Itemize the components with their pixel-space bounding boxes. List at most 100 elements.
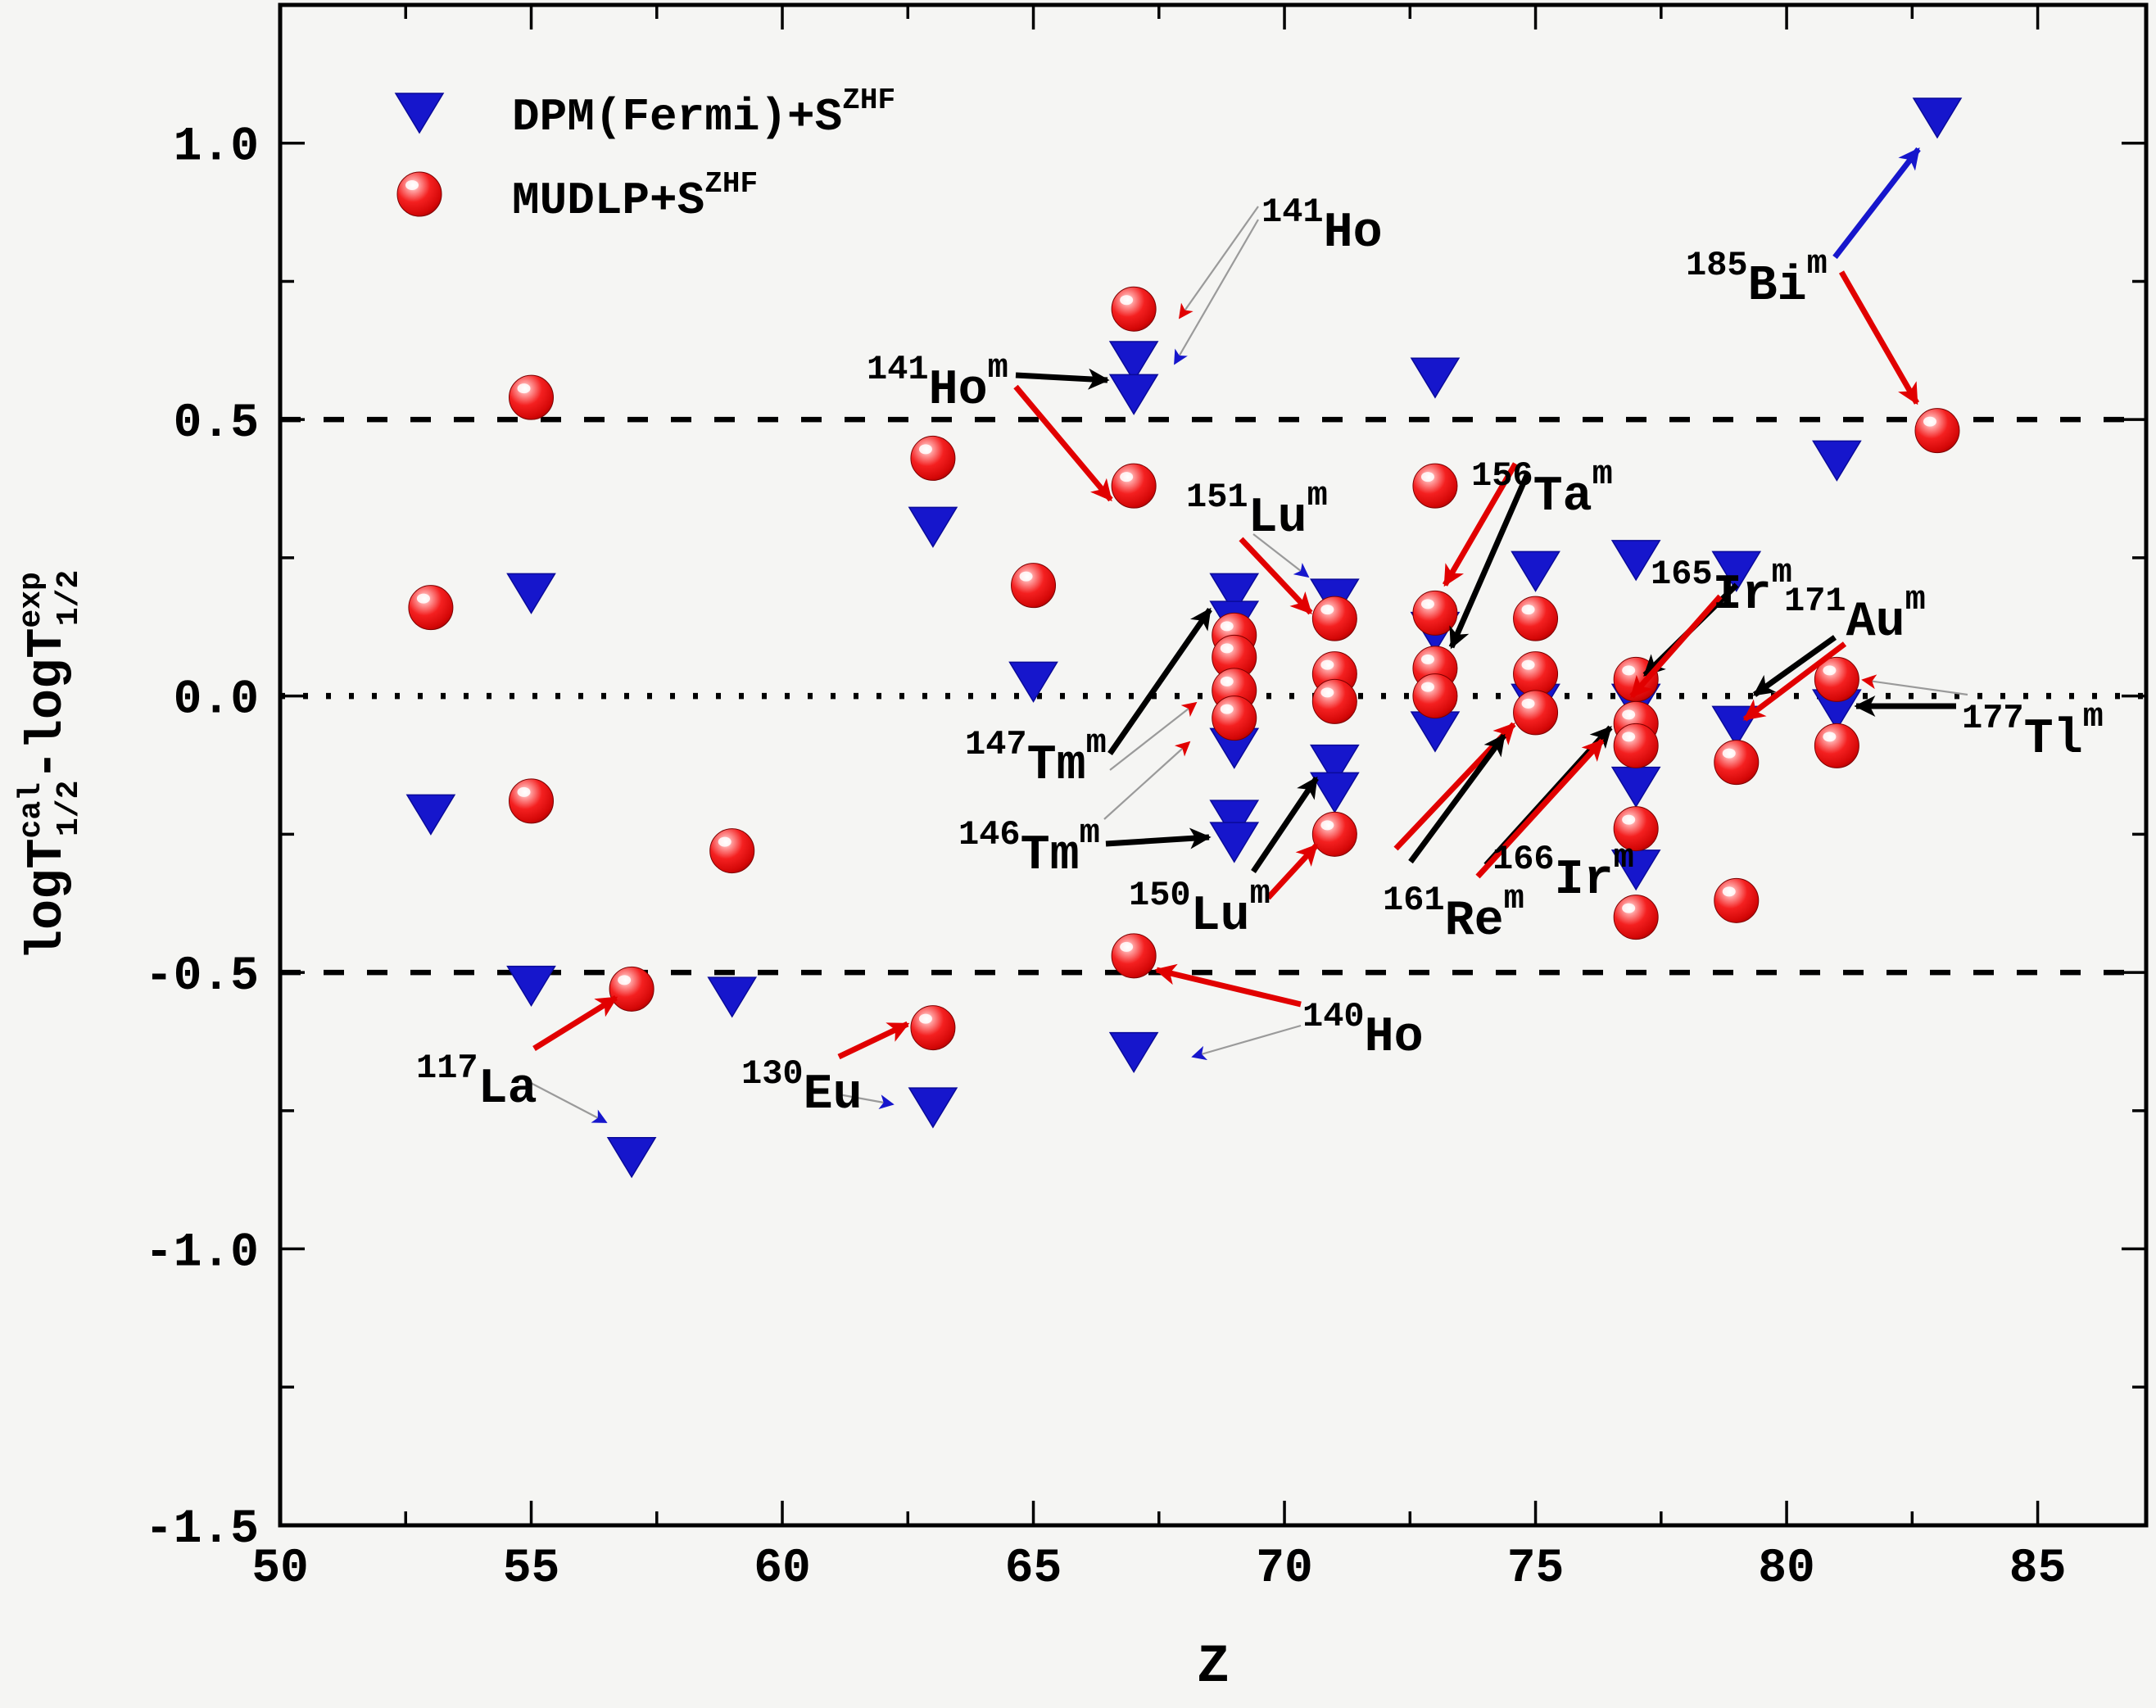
dpm-triangle-marker xyxy=(1912,97,1963,139)
y-axis-label-part: exp xyxy=(14,572,49,627)
dpm-triangle-marker xyxy=(1812,440,1862,482)
sphere-highlight xyxy=(1320,605,1334,615)
mudlp-sphere-marker xyxy=(1011,563,1057,609)
sphere-highlight xyxy=(918,444,932,455)
dpm-triangle-marker xyxy=(908,506,958,548)
y-axis-label-part: Re xyxy=(1445,894,1504,949)
sphere-highlight xyxy=(1622,903,1636,913)
dpm-triangle-marker xyxy=(405,794,456,836)
sphere-body xyxy=(910,1005,956,1051)
y-axis-label-part: Tm xyxy=(1021,828,1080,884)
y-axis-label-part: 156 xyxy=(1471,456,1533,496)
y-axis-label-part: 150 xyxy=(1129,876,1191,915)
dpm-triangle-marker xyxy=(606,1137,657,1179)
dpm-triangle-marker xyxy=(1108,341,1159,383)
y-axis-label-part: m xyxy=(1080,813,1100,853)
mudlp-sphere-marker xyxy=(1412,463,1458,509)
mudlp-sphere-marker xyxy=(1714,740,1760,786)
sphere-highlight xyxy=(1220,643,1234,654)
y-axis-label-part: Lu xyxy=(1248,491,1307,546)
sphere-highlight xyxy=(1320,659,1334,670)
sphere-body xyxy=(1714,740,1760,786)
sphere-body xyxy=(1412,590,1458,636)
sphere-body xyxy=(1613,895,1659,940)
y-axis-label-part: 166 xyxy=(1492,840,1555,879)
annotation-label-165Irm: 165Irm xyxy=(1651,553,1792,623)
annotation-arrow-146Tmm-black xyxy=(1105,827,1212,849)
dpm-triangle-marker xyxy=(1209,822,1260,863)
y-axis-tick-label: 0.0 xyxy=(174,674,259,727)
annotation-arrow-151Lum-blue xyxy=(1252,533,1310,578)
dpm-triangle-marker xyxy=(1209,573,1260,614)
annotation-label-117La: 117La xyxy=(416,1049,537,1117)
annotation-arrows xyxy=(530,147,1968,1123)
mudlp-sphere-marker xyxy=(1311,811,1357,857)
dpm-triangle-marker xyxy=(1610,540,1661,582)
legend-row-dpm: DPM(Fermi)+SZHF xyxy=(394,84,895,143)
sphere-body xyxy=(709,828,755,874)
sphere-highlight xyxy=(1521,698,1535,709)
sphere-body xyxy=(1814,723,1859,768)
sphere-body xyxy=(1714,877,1760,923)
y-axis-label-part: MUDLP+S xyxy=(512,174,704,227)
y-axis-label-part: Ho xyxy=(1365,1010,1424,1066)
plot-border xyxy=(278,2,2149,1528)
sphere-highlight xyxy=(1420,682,1434,692)
sphere-body xyxy=(1111,286,1157,332)
y-axis-label: logTcal1/2-logTexp1/2 xyxy=(14,570,87,961)
annotation-arrow-117La-red xyxy=(532,995,618,1051)
annotation-arrow-141Ho-red xyxy=(1178,206,1259,319)
legend-label: DPM(Fermi)+SZHF xyxy=(512,84,895,143)
mudlp-sphere-marker xyxy=(709,828,755,874)
y-axis-label-part: Ir xyxy=(1555,853,1614,908)
dpm-triangle-marker xyxy=(506,965,556,1008)
mudlp-sphere-marker xyxy=(1513,596,1559,641)
sphere-highlight xyxy=(416,593,430,604)
y-axis-label-part: m xyxy=(1772,553,1792,592)
annotation-arrow-147Tmm-red xyxy=(1109,701,1198,771)
dpm-triangle-marker xyxy=(1108,374,1159,415)
sphere-body xyxy=(1513,690,1559,736)
y-axis-label-part: Au xyxy=(1846,595,1905,650)
sphere-highlight xyxy=(405,180,419,190)
sphere-highlight xyxy=(618,975,632,985)
sphere-highlight xyxy=(1220,621,1234,632)
y-axis-label-part: 146 xyxy=(958,815,1021,854)
mudlp-sphere-marker xyxy=(1412,673,1458,719)
mudlp-sphere-marker xyxy=(1412,590,1458,636)
sphere-highlight xyxy=(1120,472,1134,482)
y-axis-label-part: m xyxy=(1592,455,1613,494)
annotation-label-150Lum: 150Lum xyxy=(1129,874,1270,945)
mudlp-sphere-marker xyxy=(1212,695,1257,741)
mudlp-sphere-marker xyxy=(1111,463,1157,509)
sphere-highlight xyxy=(1823,732,1837,742)
dpm-triangle-marker xyxy=(707,976,758,1018)
sphere-highlight xyxy=(1320,687,1334,698)
legend-label: MUDLP+SZHF xyxy=(512,167,758,227)
y-axis-label-part: Ho xyxy=(1324,206,1383,261)
y-axis-label-part: Tl xyxy=(2024,712,2083,768)
x-axis-tick-label: 50 xyxy=(251,1543,309,1596)
annotation-label-185Bim: 185Bim xyxy=(1686,244,1828,315)
annotation-arrow-166Irm-red xyxy=(1475,738,1605,879)
mudlp-sphere-marker xyxy=(609,966,654,1012)
sphere-body xyxy=(1513,651,1559,697)
annotation-arrow-147Tmm-black xyxy=(1107,607,1212,755)
sphere-body xyxy=(1311,596,1357,641)
annotation-arrow-141Hom-black xyxy=(1015,368,1110,390)
y-axis-tick-label: 1.0 xyxy=(174,121,259,174)
sphere-highlight xyxy=(517,786,531,797)
sphere-body xyxy=(1111,463,1157,509)
y-axis-label-part: 141 xyxy=(867,350,929,389)
annotation-label-130Eu: 130Eu xyxy=(741,1054,863,1123)
sphere-highlight xyxy=(1622,814,1636,825)
dpm-triangle-marker xyxy=(1310,744,1360,786)
dpm-triangle-marker xyxy=(1008,661,1058,703)
dpm-triangle-marker xyxy=(394,93,445,134)
x-axis-tick-label: 65 xyxy=(1005,1543,1062,1596)
y-axis-label-part: 165 xyxy=(1651,555,1713,594)
y-axis-label-part: Eu xyxy=(804,1067,863,1123)
sphere-highlight xyxy=(1019,571,1033,582)
